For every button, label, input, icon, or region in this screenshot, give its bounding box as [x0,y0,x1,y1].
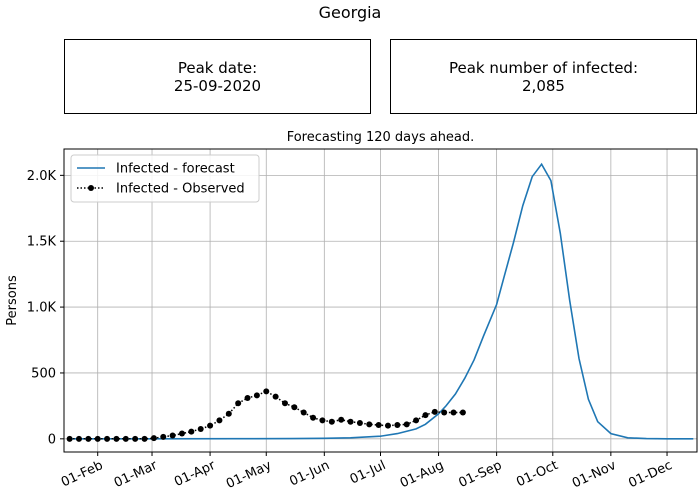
series-line-forecast [69,162,694,440]
observed-point [235,400,242,407]
x-tick-label: 01-Jul [348,458,388,488]
observed-point [263,388,270,395]
observed-point [441,409,448,416]
observed-point [178,430,185,437]
observed-point [338,416,345,423]
chart-legend: Infected - forecast Infected - Observed [70,154,260,203]
observed-point [394,421,401,428]
observed-point [104,435,111,442]
observed-point [216,417,223,424]
legend-marker-observed [88,185,94,191]
observed-point [169,432,176,439]
y-tick-label: 500 [31,366,56,381]
peak-date-label: Peak date: [177,58,258,77]
observed-point [375,421,382,428]
legend-label-forecast: Infected - forecast [116,162,235,177]
observed-point [366,421,373,428]
x-tick-label: 01-Sep [457,458,505,491]
observed-point [319,417,326,424]
observed-point [347,418,354,425]
observed-point [459,409,466,416]
observed-point [113,435,120,442]
observed-point [384,422,391,429]
chart-subtitle: Forecasting 120 days ahead. [287,130,475,145]
observed-point [291,404,298,411]
peak-date-box: Peak date: 25-09-2020 [64,39,371,114]
legend-box [70,154,260,203]
observed-point [253,392,260,399]
observed-point [225,410,232,417]
observed-point [75,435,82,442]
observed-point [85,435,92,442]
observed-point [160,433,167,440]
observed-point [356,420,363,427]
y-tick-label: 1.5K [27,235,57,250]
observed-point [413,417,420,424]
x-tick-label: 01-Oct [514,458,560,490]
observed-point [450,409,457,416]
y-tick-label: 0 [48,432,56,447]
peak-number-value: 2,085 [522,76,565,95]
x-tick-label: 01-Jun [287,458,332,489]
x-tick-label: 01-Aug [398,458,446,491]
x-tick-label: 01-Apr [172,458,218,490]
x-tick-label: 01-Feb [59,458,105,490]
y-axis-label: Persons [5,275,20,326]
peak-date-value: 25-09-2020 [173,76,262,95]
y-tick-label: 1.0K [27,301,57,316]
observed-point [94,435,101,442]
peak-number-box: Peak number of infected: 2,085 [390,39,697,114]
page-title: Georgia [318,3,382,22]
x-tick-label: 01-Nov [570,458,619,491]
observed-point [244,394,251,401]
observed-point [150,435,157,442]
legend-label-observed: Infected - Observed [116,182,245,197]
observed-point [188,428,195,435]
observed-point [431,408,438,415]
observed-point [403,421,410,428]
x-tick-label: 01-Mar [112,458,160,491]
observed-point [207,422,214,429]
observed-point [66,435,73,442]
y-tick-label: 2.0K [27,169,57,184]
observed-point [141,435,148,442]
observed-point [300,409,307,416]
observed-point [310,414,317,421]
observed-point [272,393,279,400]
observed-point [328,418,335,425]
observed-point [122,435,129,442]
peak-number-label: Peak number of infected: [448,58,639,77]
x-tick-label: 01-Dec [626,458,674,491]
observed-point [422,412,429,419]
observed-point [132,435,139,442]
x-tick-label: 01-May [224,458,274,492]
observed-point [281,400,288,407]
observed-point [197,425,204,432]
